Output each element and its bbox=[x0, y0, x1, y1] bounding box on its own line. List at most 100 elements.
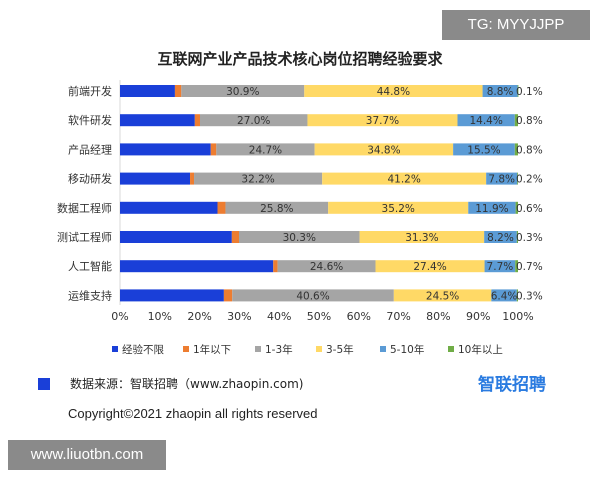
data-label: 6.4% bbox=[491, 290, 518, 302]
bar-segment bbox=[216, 143, 315, 156]
data-label: 0.1% bbox=[516, 86, 543, 98]
x-tick-label: 30% bbox=[227, 310, 251, 323]
legend-swatch bbox=[112, 346, 118, 352]
bar-segment bbox=[194, 172, 323, 185]
data-label: 25.8% bbox=[260, 203, 293, 215]
x-tick-label: 0% bbox=[111, 310, 128, 323]
bar-segment bbox=[517, 172, 519, 185]
bar-segment bbox=[223, 289, 233, 302]
bar-segment bbox=[120, 172, 191, 185]
x-tick-label: 10% bbox=[148, 310, 172, 323]
bar-segment bbox=[516, 231, 518, 243]
data-label: 24.7% bbox=[249, 144, 282, 156]
data-label: 0.3% bbox=[516, 232, 543, 244]
data-label: 27.4% bbox=[413, 261, 446, 273]
tg-watermark: TG: MYYJJPP bbox=[442, 10, 590, 40]
bar-segment bbox=[517, 85, 519, 97]
bar-segment bbox=[239, 231, 360, 243]
data-label: 11.9% bbox=[475, 203, 508, 215]
bar-segment bbox=[482, 85, 518, 97]
data-label: 7.7% bbox=[487, 261, 514, 273]
source-marker bbox=[38, 377, 50, 390]
chart-title: 互联网产业产品技术核心岗位招聘经验要求 bbox=[157, 50, 443, 68]
data-label: 37.7% bbox=[366, 115, 399, 127]
bar-segment bbox=[515, 260, 518, 273]
bar-segment bbox=[486, 172, 518, 185]
legend-label: 3-5年 bbox=[326, 343, 354, 356]
bar-segment bbox=[514, 114, 518, 127]
category-label: 产品经理 bbox=[68, 142, 112, 156]
bar-segment bbox=[273, 260, 278, 273]
legend-label: 5-10年 bbox=[390, 343, 424, 356]
bar-segment bbox=[328, 201, 469, 214]
data-label: 24.5% bbox=[426, 290, 459, 302]
data-label: 24.6% bbox=[310, 261, 343, 273]
bar-segment bbox=[210, 143, 217, 156]
data-label: 0.7% bbox=[516, 261, 543, 273]
bar-segment bbox=[515, 201, 518, 214]
legend-swatch bbox=[316, 346, 322, 352]
bar-segment bbox=[225, 201, 329, 214]
bar-segment bbox=[484, 231, 517, 243]
data-label: 31.3% bbox=[405, 232, 438, 244]
bar-segment bbox=[314, 143, 454, 156]
bar-segment bbox=[514, 143, 518, 156]
bar-segment bbox=[120, 260, 274, 273]
legend-label: 经验不限 bbox=[122, 343, 164, 356]
data-label: 8.8% bbox=[487, 86, 514, 98]
data-label: 8.2% bbox=[487, 232, 514, 244]
bar-segment bbox=[277, 260, 376, 273]
copyright: Copyright©2021 zhaopin all rights reserv… bbox=[68, 406, 318, 421]
bar-segment bbox=[174, 85, 182, 97]
data-label: 7.8% bbox=[488, 174, 515, 186]
category-label: 软件研发 bbox=[68, 113, 112, 127]
data-label: 41.2% bbox=[387, 174, 420, 186]
x-tick-label: 20% bbox=[187, 310, 211, 323]
data-label: 40.6% bbox=[296, 290, 329, 302]
data-source: 数据来源：智联招聘（www.zhaopin.com) bbox=[38, 375, 303, 392]
x-tick-label: 50% bbox=[307, 310, 331, 323]
data-label: 14.4% bbox=[469, 115, 502, 127]
x-tick-label: 80% bbox=[426, 310, 450, 323]
data-label: 0.8% bbox=[516, 115, 543, 127]
bar-segment bbox=[194, 114, 200, 127]
bar-segment bbox=[322, 172, 487, 185]
legend-swatch bbox=[380, 346, 386, 352]
data-label: 0.3% bbox=[516, 290, 543, 302]
x-tick-label: 100% bbox=[502, 310, 533, 323]
source-text: 数据来源：智联招聘（www.zhaopin.com) bbox=[70, 377, 304, 391]
legend-swatch bbox=[183, 346, 189, 352]
bar-segment bbox=[120, 201, 218, 214]
zhaopin-logo: 智联招聘 bbox=[478, 375, 546, 395]
bar-segment bbox=[516, 289, 518, 302]
bar-segment bbox=[304, 85, 483, 97]
data-label: 0.2% bbox=[516, 174, 543, 186]
legend-swatch bbox=[448, 346, 454, 352]
bar-segment bbox=[375, 260, 485, 273]
x-tick-label: 90% bbox=[466, 310, 490, 323]
legend-label: 1-3年 bbox=[265, 343, 293, 356]
x-tick-label: 70% bbox=[386, 310, 410, 323]
legend-swatch bbox=[255, 346, 261, 352]
category-label: 移动研发 bbox=[68, 172, 112, 186]
data-label: 44.8% bbox=[377, 86, 410, 98]
data-label: 0.8% bbox=[516, 144, 543, 156]
bar-segment bbox=[457, 114, 515, 127]
bar-segment bbox=[307, 114, 458, 127]
x-tick-label: 60% bbox=[347, 310, 371, 323]
bar-segment bbox=[484, 260, 516, 273]
bar-segment bbox=[199, 114, 308, 127]
category-label: 前端开发 bbox=[68, 84, 112, 98]
legend-label: 1年以下 bbox=[193, 343, 231, 356]
bar-segment bbox=[468, 201, 516, 214]
bar-segment bbox=[120, 231, 232, 243]
x-tick-label: 40% bbox=[267, 310, 291, 323]
data-label: 0.6% bbox=[516, 203, 543, 215]
data-label: 32.2% bbox=[241, 174, 274, 186]
bar-segment bbox=[181, 85, 305, 97]
category-label: 测试工程师 bbox=[57, 231, 112, 244]
bar-segment bbox=[393, 289, 492, 302]
data-label: 27.0% bbox=[237, 115, 270, 127]
site-watermark: www.liuotbn.com bbox=[8, 440, 166, 470]
